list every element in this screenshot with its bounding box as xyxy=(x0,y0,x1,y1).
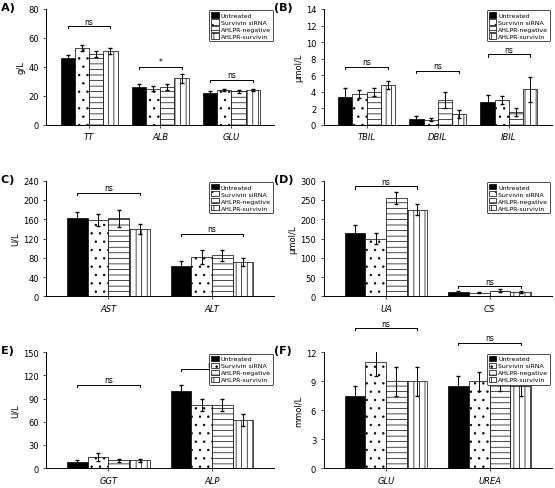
Bar xyxy=(174,79,189,125)
Text: (B): (B) xyxy=(274,3,292,13)
Bar xyxy=(469,382,490,468)
Bar xyxy=(67,462,88,468)
Bar xyxy=(365,239,386,297)
Bar xyxy=(345,396,365,468)
Legend: Untreated, Survivin siRNA, AHLPR-negative, AHLPR-survivin: Untreated, Survivin siRNA, AHLPR-negativ… xyxy=(209,183,273,214)
Bar xyxy=(490,382,510,468)
Text: *: * xyxy=(158,58,162,67)
Text: ns: ns xyxy=(208,224,216,234)
Bar xyxy=(129,460,150,468)
Bar xyxy=(132,88,146,125)
Bar xyxy=(386,382,407,468)
Bar xyxy=(490,291,510,297)
Bar xyxy=(338,98,352,125)
Y-axis label: μmol/L: μmol/L xyxy=(289,225,297,253)
Text: (C): (C) xyxy=(0,174,14,184)
Y-axis label: g/L: g/L xyxy=(16,61,26,74)
Bar xyxy=(191,257,212,297)
Bar xyxy=(481,102,495,125)
Bar xyxy=(469,293,490,297)
Bar xyxy=(170,391,191,468)
Bar xyxy=(452,115,466,125)
Text: ns: ns xyxy=(362,58,371,67)
Text: ns: ns xyxy=(84,18,93,27)
Bar xyxy=(67,219,88,297)
Text: (A): (A) xyxy=(0,3,15,13)
Text: ns: ns xyxy=(381,178,390,186)
Bar xyxy=(381,86,395,125)
Bar xyxy=(203,94,217,125)
Bar xyxy=(510,292,531,297)
Bar xyxy=(365,362,386,468)
Bar xyxy=(88,221,108,297)
Bar xyxy=(146,89,160,125)
Y-axis label: U/L: U/L xyxy=(11,404,20,417)
Text: ns: ns xyxy=(485,277,494,286)
Legend: Untreated, Survivin siRNA, AHLPR-negative, AHLPR-survivin: Untreated, Survivin siRNA, AHLPR-negativ… xyxy=(487,11,551,42)
Bar xyxy=(217,91,231,125)
Text: ns: ns xyxy=(433,62,442,71)
Bar xyxy=(233,262,254,297)
Bar xyxy=(75,49,89,125)
Bar xyxy=(438,101,452,125)
Bar xyxy=(407,210,427,297)
Text: (F): (F) xyxy=(274,346,291,356)
Text: ns: ns xyxy=(227,71,236,80)
Bar xyxy=(103,52,118,125)
Bar xyxy=(523,90,537,125)
Text: ns: ns xyxy=(104,375,113,385)
Text: ns: ns xyxy=(208,360,216,369)
Bar xyxy=(246,91,260,125)
Bar xyxy=(233,420,254,468)
Bar xyxy=(160,88,174,125)
Bar xyxy=(212,256,233,297)
Bar xyxy=(407,382,427,468)
Bar xyxy=(423,121,438,125)
Y-axis label: U/L: U/L xyxy=(11,232,20,246)
Legend: Untreated, Survivin siRNA, AHLPR-negative, AHLPR-survivin: Untreated, Survivin siRNA, AHLPR-negativ… xyxy=(487,183,551,214)
Text: ns: ns xyxy=(504,46,513,55)
Bar xyxy=(231,92,246,125)
Bar xyxy=(89,55,103,125)
Text: (E): (E) xyxy=(0,346,14,356)
Bar xyxy=(448,386,469,468)
Text: (D): (D) xyxy=(274,174,293,184)
Bar xyxy=(495,101,509,125)
Bar xyxy=(448,292,469,297)
Bar xyxy=(170,267,191,297)
Y-axis label: mmol/L: mmol/L xyxy=(294,395,303,426)
Bar xyxy=(108,460,129,468)
Legend: Untreated, Survivin siRNA, AHLPR-negative, AHLPR-survivin: Untreated, Survivin siRNA, AHLPR-negativ… xyxy=(209,354,273,385)
Bar xyxy=(409,120,423,125)
Bar xyxy=(108,219,129,297)
Bar xyxy=(352,95,366,125)
Bar xyxy=(88,457,108,468)
Y-axis label: μmol/L: μmol/L xyxy=(294,54,303,82)
Text: ns: ns xyxy=(485,333,494,343)
Text: ns: ns xyxy=(104,184,113,193)
Bar xyxy=(366,92,381,125)
Bar xyxy=(345,233,365,297)
Bar xyxy=(509,113,523,125)
Legend: Untreated, Survivin siRNA, AHLPR-negative, AHLPR-survivin: Untreated, Survivin siRNA, AHLPR-negativ… xyxy=(209,11,273,42)
Bar xyxy=(386,199,407,297)
Text: ns: ns xyxy=(381,319,390,328)
Bar xyxy=(60,59,75,125)
Bar xyxy=(212,405,233,468)
Bar xyxy=(129,229,150,297)
Bar xyxy=(191,405,212,468)
Legend: Untreated, Survivin siRNA, AHLPR-negative, AHLPR-survivin: Untreated, Survivin siRNA, AHLPR-negativ… xyxy=(487,354,551,385)
Bar xyxy=(510,386,531,468)
